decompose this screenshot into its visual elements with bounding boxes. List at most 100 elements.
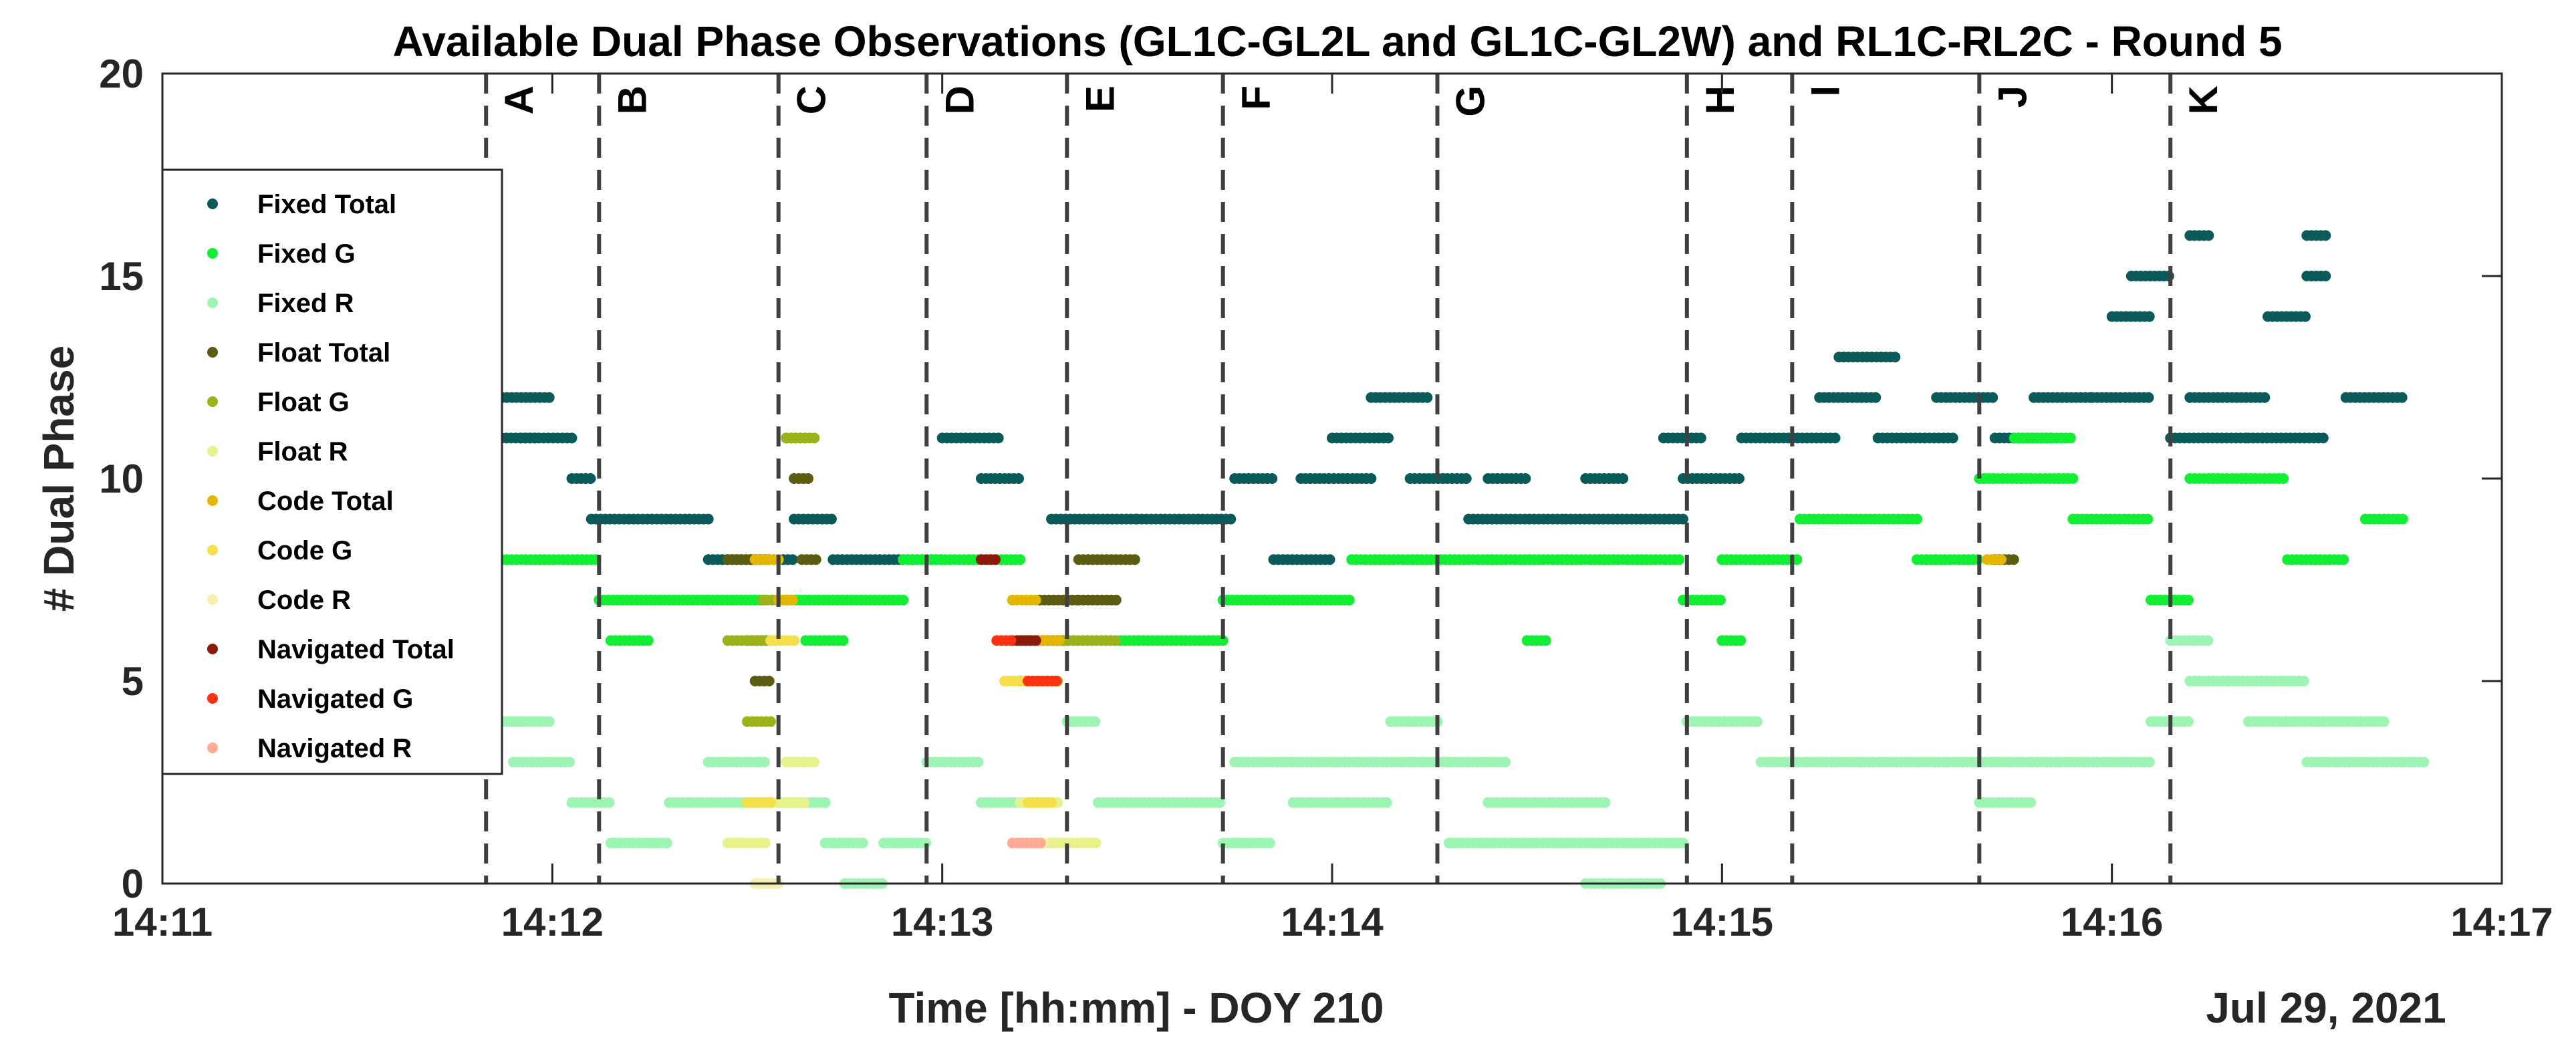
date-label: Jul 29, 2021: [2206, 984, 2446, 1032]
data-point: [564, 757, 575, 768]
legend-item: Code G: [207, 536, 352, 565]
legend-label: Float R: [257, 437, 348, 467]
data-point: [1870, 392, 1882, 403]
legend-label: Code R: [257, 585, 351, 615]
data-point: [1674, 554, 1685, 565]
x-tick-label: 14:14: [1281, 900, 1384, 944]
y-tick-label: 10: [99, 456, 144, 501]
legend-marker: [207, 743, 218, 753]
segment-label-b: B: [610, 86, 654, 114]
data-point: [543, 392, 555, 403]
data-point: [763, 676, 775, 686]
data-point: [2144, 311, 2155, 322]
data-point: [1015, 554, 1026, 565]
segment-label-f: F: [1234, 86, 1279, 110]
data-point: [566, 432, 577, 444]
data-point: [990, 554, 1001, 565]
axis-ticks: 14:11 14:12 14:13 14:14 14:15 14:16 14:17 0 5 10 1…: [99, 51, 2553, 944]
data-point: [529, 432, 541, 444]
legend-label: Fixed Total: [257, 190, 396, 219]
legend-marker: [207, 248, 218, 259]
data-point: [1381, 797, 1392, 808]
legend-label: Code G: [257, 536, 352, 565]
legend-label: Float G: [257, 388, 350, 417]
data-point: [1089, 716, 1101, 727]
data-point: [2320, 271, 2331, 281]
data-point: [838, 635, 849, 646]
legend-marker: [207, 396, 218, 407]
legend-item: Navigated Total: [207, 635, 455, 664]
data-point: [1110, 594, 1122, 606]
legend-marker: [207, 347, 218, 358]
data-point: [1540, 635, 1551, 646]
x-tick-label: 14:15: [1671, 900, 1773, 944]
data-point: [787, 594, 798, 606]
data-point: [810, 554, 821, 565]
data-point: [661, 837, 672, 849]
data-point: [1695, 432, 1706, 444]
data-point: [585, 473, 596, 484]
data-point: [1715, 594, 1726, 606]
data-point: [1013, 473, 1024, 484]
data-point: [1129, 554, 1140, 565]
data-point: [2300, 311, 2311, 322]
data-point: [973, 757, 984, 768]
data-point: [1030, 594, 1041, 606]
data-point: [993, 432, 1004, 444]
data-point: [803, 473, 813, 484]
data-point: [1599, 797, 1611, 808]
legend-label: Float Total: [257, 338, 390, 368]
legend-marker: [207, 446, 218, 456]
legend-marker: [207, 644, 218, 654]
data-point: [1618, 473, 1629, 484]
data-point: [1947, 432, 1958, 444]
x-axis-label: Time [hh:mm] - DOY 210: [889, 984, 1384, 1032]
data-point: [1735, 635, 1747, 646]
x-tick-label: 14:12: [501, 900, 604, 944]
data-point: [702, 513, 714, 525]
segment-label-g: G: [1448, 86, 1493, 117]
data-point: [1829, 432, 1841, 444]
data-point: [2298, 676, 2309, 686]
data-point: [1366, 473, 1377, 484]
data-point: [765, 797, 776, 808]
legend-marker: [207, 594, 218, 605]
data-point: [1035, 837, 1046, 849]
legend-marker: [207, 545, 218, 555]
legend-item: Fixed G: [207, 239, 356, 269]
data-point: [759, 757, 770, 768]
data-point: [2397, 513, 2408, 525]
data-point: [1046, 797, 1057, 808]
data-point: [898, 594, 909, 606]
data-point: [1030, 635, 1041, 646]
data-point: [543, 716, 555, 727]
data-point: [2067, 473, 2079, 484]
legend-label: Fixed R: [257, 289, 354, 318]
chart-title: Available Dual Phase Observations (GL1C-…: [392, 17, 2282, 65]
data-point: [2183, 716, 2194, 727]
data-point: [809, 432, 820, 444]
x-tick-label: 14:11: [112, 900, 213, 944]
data-point: [1912, 513, 1922, 525]
data-point: [2203, 230, 2214, 241]
data-point: [1110, 635, 1121, 646]
segment-label-d: D: [937, 86, 982, 114]
data-point: [1264, 837, 1275, 849]
data-point: [2202, 635, 2214, 646]
legend-box: [161, 168, 503, 775]
y-tick-label: 5: [122, 659, 144, 704]
legend-item: Navigated G: [207, 684, 413, 714]
data-point: [1214, 797, 1225, 808]
legend-item: Code Total: [207, 487, 394, 516]
data-point: [1225, 513, 1237, 525]
legend-marker: [207, 297, 218, 308]
data-point: [857, 837, 868, 849]
data-point: [604, 797, 615, 808]
legend-item: Float G: [207, 388, 350, 417]
data-point: [642, 635, 654, 646]
data-point: [789, 635, 799, 646]
data-point: [2259, 392, 2271, 403]
data-point: [799, 797, 810, 808]
segment-label-a: A: [497, 86, 541, 114]
